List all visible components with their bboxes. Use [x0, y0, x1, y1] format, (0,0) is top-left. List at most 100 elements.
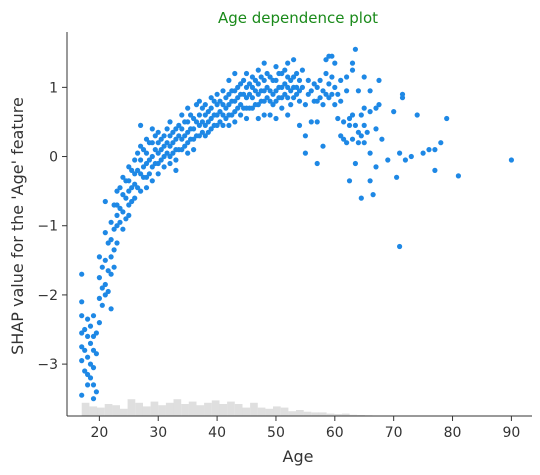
- data-point: [270, 102, 276, 108]
- data-point: [161, 153, 167, 160]
- data-point: [255, 81, 261, 87]
- data-point: [149, 126, 155, 132]
- data-point: [185, 129, 191, 135]
- data-point: [191, 126, 197, 132]
- data-point: [279, 84, 285, 90]
- histogram-bar: [112, 405, 120, 416]
- data-point: [229, 112, 235, 118]
- data-points: [79, 46, 514, 402]
- data-point: [114, 202, 120, 208]
- data-point: [314, 119, 320, 125]
- data-point: [164, 126, 170, 132]
- data-point: [311, 81, 317, 87]
- data-point: [370, 192, 376, 198]
- data-point: [358, 133, 364, 139]
- data-point: [173, 126, 179, 132]
- data-point: [217, 98, 223, 104]
- data-point: [129, 198, 135, 205]
- data-point: [120, 192, 126, 198]
- data-point: [138, 122, 144, 128]
- data-point: [352, 160, 358, 167]
- data-point: [79, 271, 85, 277]
- histogram-bar: [288, 411, 296, 416]
- histogram-bar: [227, 401, 235, 416]
- data-point: [323, 70, 329, 77]
- data-point: [379, 136, 385, 142]
- data-point: [243, 70, 250, 77]
- data-point: [238, 102, 244, 108]
- data-point: [208, 126, 214, 132]
- y-axis-ticks: −3 −2 −1 0 1: [37, 80, 67, 373]
- data-point: [191, 136, 197, 142]
- data-point: [87, 375, 94, 381]
- data-point: [146, 171, 152, 177]
- histogram-bar: [250, 402, 258, 416]
- data-point: [291, 74, 297, 80]
- data-point: [143, 136, 150, 142]
- data-point: [332, 60, 338, 66]
- histogram-bar: [97, 407, 105, 416]
- data-point: [241, 77, 247, 83]
- data-point: [217, 109, 223, 115]
- data-point: [167, 133, 173, 139]
- data-point: [376, 102, 382, 108]
- data-point: [361, 105, 367, 111]
- data-point: [323, 57, 329, 63]
- data-point: [111, 264, 117, 270]
- data-point: [246, 81, 253, 87]
- data-point: [261, 60, 267, 66]
- data-point: [341, 119, 347, 125]
- data-point: [264, 95, 270, 101]
- data-point: [285, 95, 291, 101]
- data-point: [79, 392, 85, 398]
- data-point: [314, 160, 320, 167]
- data-point: [329, 91, 335, 97]
- data-point: [367, 88, 373, 94]
- data-point: [261, 98, 267, 104]
- data-point: [126, 202, 132, 208]
- data-point: [355, 88, 361, 94]
- data-point: [223, 115, 229, 122]
- data-point: [243, 84, 250, 90]
- data-point: [179, 126, 185, 132]
- data-point: [285, 84, 291, 90]
- data-point: [508, 157, 514, 163]
- data-point: [132, 181, 138, 187]
- data-point: [87, 323, 94, 329]
- data-point: [90, 365, 97, 371]
- data-point: [373, 164, 379, 170]
- data-point: [432, 147, 438, 153]
- data-point: [255, 102, 261, 108]
- data-point: [279, 70, 285, 77]
- data-point: [249, 95, 255, 101]
- data-point: [367, 150, 373, 156]
- data-point: [282, 67, 288, 73]
- data-point: [205, 129, 211, 135]
- data-point: [102, 257, 108, 263]
- data-point: [202, 102, 208, 108]
- data-point: [385, 157, 391, 163]
- data-point: [267, 112, 273, 118]
- data-point: [270, 91, 276, 97]
- data-point: [288, 88, 294, 94]
- y-tick-label: −1: [37, 219, 58, 235]
- data-point: [349, 67, 356, 73]
- data-point: [355, 140, 361, 146]
- data-point: [238, 112, 244, 118]
- histogram-bar: [280, 407, 289, 416]
- histogram-bar: [173, 399, 182, 416]
- data-point: [188, 112, 194, 118]
- data-point: [367, 109, 373, 115]
- data-point: [220, 112, 226, 118]
- data-point: [126, 188, 132, 194]
- data-point: [211, 98, 217, 104]
- data-point: [185, 105, 191, 111]
- data-point: [273, 98, 279, 104]
- data-point: [158, 157, 164, 163]
- data-point: [205, 119, 211, 125]
- data-point: [182, 133, 188, 139]
- data-point: [117, 185, 123, 191]
- data-point: [164, 140, 170, 146]
- data-point: [282, 81, 288, 87]
- data-point: [261, 88, 267, 94]
